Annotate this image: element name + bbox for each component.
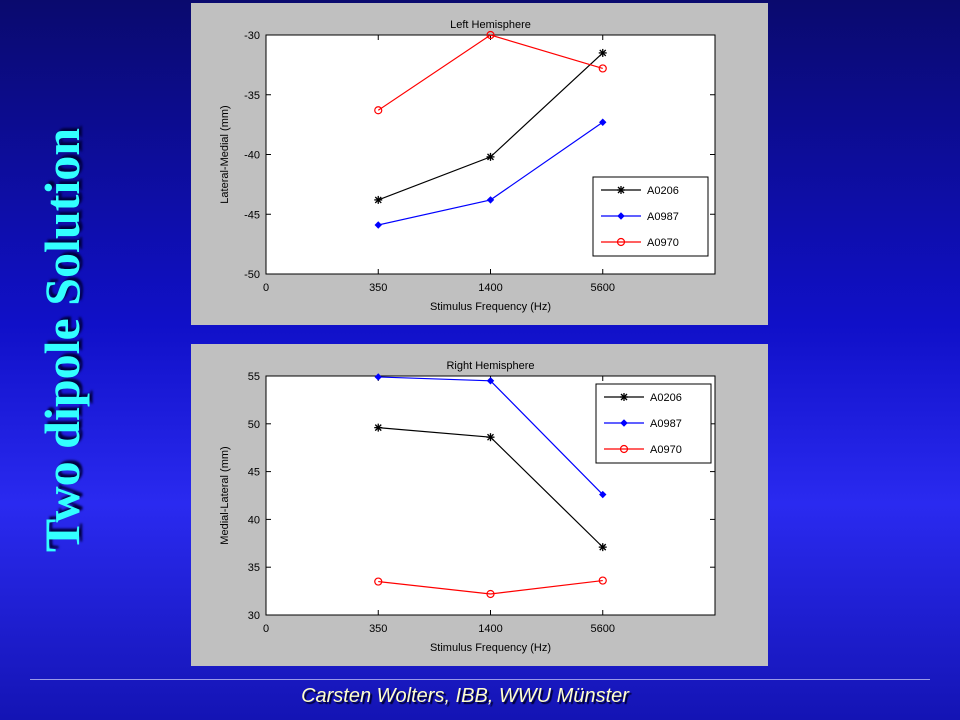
marker-diamond <box>620 419 628 427</box>
legend-label: A0987 <box>647 211 679 223</box>
marker-circle <box>619 444 629 454</box>
legend: A0206 A0987 A0970 <box>592 176 709 257</box>
y-tick-label: 30 <box>248 610 260 622</box>
legend-entry-A0987: A0987 <box>604 418 682 430</box>
series-A0970 <box>374 576 607 599</box>
y-axis-label: Lateral-Medial (mm) <box>219 105 231 203</box>
chart-left-hemisphere: -30 -35 -40 -45 -50 0 350 1400 5600 Left Hemisphe… <box>191 3 768 325</box>
x-tick-label: 0 <box>263 282 269 294</box>
legend-label: A0970 <box>647 237 679 249</box>
slide-title: Two dipole Solution <box>34 127 90 553</box>
marker-star-d2 <box>617 186 625 194</box>
legend-entry-A0206: A0206 <box>604 392 682 404</box>
y-tick-label: -50 <box>244 269 260 281</box>
x-tick-label: 1400 <box>478 623 502 635</box>
x-axis-label: Stimulus Frequency (Hz) <box>430 301 551 313</box>
marker-diamond <box>599 490 607 499</box>
marker-diamond <box>617 212 625 220</box>
y-tick-label: 40 <box>248 514 260 526</box>
marker-diamond <box>374 373 382 381</box>
x-tick-label: 5600 <box>591 623 615 635</box>
marker-star-d2 <box>599 543 607 551</box>
legend-entry-A0970: A0970 <box>601 237 679 249</box>
legend-entry-A0206: A0206 <box>601 185 679 197</box>
marker-circle <box>374 577 383 586</box>
marker-star-d2 <box>620 393 628 401</box>
y-tick-label: 55 <box>248 371 260 383</box>
legend-label: A0206 <box>647 185 679 197</box>
marker-circle <box>486 589 495 599</box>
slide-footer: Carsten Wolters, IBB, WWU Münster <box>301 685 629 707</box>
marker-star-d2 <box>487 433 494 441</box>
marker-circle <box>598 64 607 73</box>
chart-right-svg: 55 50 45 40 35 300 350 1400 5600 Right Hemisphere… <box>219 360 716 654</box>
y-tick-label: 45 <box>248 467 260 479</box>
marker-circle <box>598 576 607 585</box>
y-tick-label: 35 <box>248 562 260 574</box>
y-tick-label: -30 <box>244 30 260 42</box>
chart-left-svg: -30 -35 -40 -45 -500 350 1400 5600 Left Hemisphe… <box>219 19 716 313</box>
marker-circle <box>374 106 383 115</box>
y-tick-label: -40 <box>244 150 260 162</box>
marker-star-d2 <box>374 424 382 432</box>
series-line-A0970 <box>377 34 603 111</box>
marker-star-d2 <box>599 49 607 57</box>
legend-label: A0970 <box>650 444 682 456</box>
series-A0987 <box>374 373 607 499</box>
marker-star-d2 <box>374 196 382 204</box>
x-tick-label: 5600 <box>591 282 615 294</box>
series-A0987 <box>374 118 607 229</box>
series-A0206 <box>374 48 607 204</box>
footer-divider <box>30 679 930 680</box>
x-tick-label: 1400 <box>478 282 502 294</box>
series-A0970 <box>374 30 607 115</box>
legend-entry-A0970: A0970 <box>604 444 682 456</box>
series-line-A0970 <box>378 579 603 595</box>
y-tick-label: -35 <box>244 90 260 102</box>
marker-diamond <box>374 221 382 229</box>
chart-title: Left Hemisphere <box>450 19 531 31</box>
y-tick-label: 50 <box>248 419 260 431</box>
x-tick-label: 0 <box>263 623 269 635</box>
marker-circle <box>616 237 626 247</box>
legend-label: A0206 <box>650 392 682 404</box>
marker-circle <box>486 30 495 40</box>
legend-label: A0987 <box>650 418 682 430</box>
legend-entry-A0987: A0987 <box>601 211 679 223</box>
marker-diamond <box>599 118 607 126</box>
marker-star-d2 <box>487 153 494 161</box>
series-A0206 <box>374 423 607 552</box>
y-tick-label: -45 <box>244 209 260 221</box>
legend: A0206 A0987 A0970 <box>595 383 712 464</box>
x-tick-label: 350 <box>369 623 387 635</box>
x-axis-label: Stimulus Frequency (Hz) <box>430 642 551 654</box>
chart-right-hemisphere: 55 50 45 40 35 30 0 350 1400 5600 Right Hemisphere… <box>191 344 768 666</box>
marker-diamond <box>486 196 495 204</box>
y-axis-label: Medial-Lateral (mm) <box>219 446 231 544</box>
chart-title: Right Hemisphere <box>446 360 534 372</box>
marker-diamond <box>486 377 495 385</box>
x-tick-label: 350 <box>369 282 387 294</box>
